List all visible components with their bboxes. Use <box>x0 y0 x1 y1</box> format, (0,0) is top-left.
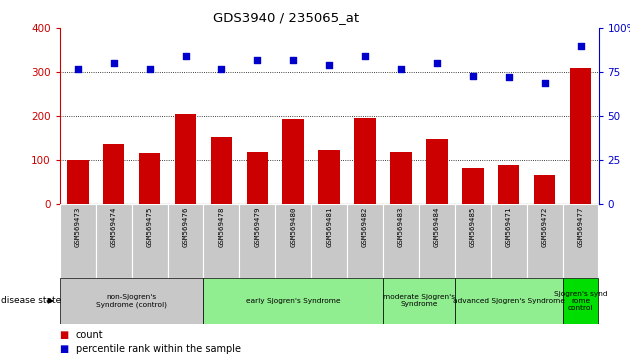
Text: disease state: disease state <box>1 296 62 306</box>
Bar <box>282 119 304 204</box>
Point <box>73 66 83 72</box>
Text: GSM569480: GSM569480 <box>290 206 296 247</box>
Point <box>252 57 263 63</box>
Text: GSM569483: GSM569483 <box>398 206 404 247</box>
Text: non-Sjogren's
Syndrome (control): non-Sjogren's Syndrome (control) <box>96 294 167 308</box>
Text: moderate Sjogren's
Syndrome: moderate Sjogren's Syndrome <box>383 295 455 307</box>
Text: percentile rank within the sample: percentile rank within the sample <box>76 344 241 354</box>
Bar <box>491 204 527 278</box>
Point <box>108 61 118 66</box>
Bar <box>203 204 239 278</box>
Point <box>539 80 549 85</box>
Text: GSM569473: GSM569473 <box>75 206 81 247</box>
Bar <box>96 204 132 278</box>
Bar <box>347 204 383 278</box>
Bar <box>175 114 197 204</box>
Bar <box>311 204 347 278</box>
Bar <box>563 278 598 324</box>
Text: GSM569484: GSM569484 <box>434 206 440 247</box>
Bar <box>419 204 455 278</box>
Bar <box>383 278 455 324</box>
Text: GSM569474: GSM569474 <box>111 206 117 247</box>
Text: GSM569472: GSM569472 <box>542 206 547 247</box>
Point <box>432 61 442 66</box>
Bar <box>67 160 89 204</box>
Bar <box>139 153 161 204</box>
Point <box>396 66 406 72</box>
Point <box>324 62 334 68</box>
Text: advanced Sjogren's Syndrome: advanced Sjogren's Syndrome <box>453 298 564 304</box>
Bar <box>246 152 268 204</box>
Text: Sjogren's synd
rome
control: Sjogren's synd rome control <box>554 291 607 311</box>
Text: GSM569479: GSM569479 <box>255 206 260 247</box>
Point <box>144 66 155 72</box>
Bar <box>455 204 491 278</box>
Text: count: count <box>76 330 103 339</box>
Bar <box>527 204 563 278</box>
Bar <box>60 278 203 324</box>
Bar <box>318 150 340 204</box>
Text: GDS3940 / 235065_at: GDS3940 / 235065_at <box>213 11 359 24</box>
Bar <box>534 175 556 204</box>
Text: GSM569485: GSM569485 <box>470 206 476 247</box>
Point <box>504 75 514 80</box>
Point <box>288 57 299 63</box>
Bar <box>132 204 168 278</box>
Text: GSM569475: GSM569475 <box>147 206 152 247</box>
Bar <box>383 204 419 278</box>
Point <box>360 53 370 59</box>
Bar <box>455 278 563 324</box>
Text: GSM569476: GSM569476 <box>183 206 188 247</box>
Bar <box>563 204 598 278</box>
Text: GSM569482: GSM569482 <box>362 206 368 247</box>
Point <box>217 66 227 72</box>
Bar <box>354 118 376 204</box>
Bar <box>462 168 484 204</box>
Bar <box>426 139 448 204</box>
Bar <box>103 144 125 204</box>
Text: GSM569471: GSM569471 <box>506 206 512 247</box>
Point <box>467 73 478 79</box>
Text: GSM569478: GSM569478 <box>219 206 224 247</box>
Text: GSM569481: GSM569481 <box>326 206 332 247</box>
Bar <box>275 204 311 278</box>
Point <box>180 53 190 59</box>
Bar <box>210 137 232 204</box>
Text: ■: ■ <box>60 344 72 354</box>
Bar <box>570 68 592 204</box>
Text: early Sjogren's Syndrome: early Sjogren's Syndrome <box>246 298 340 304</box>
Bar <box>168 204 203 278</box>
Point <box>576 43 586 49</box>
Bar <box>239 204 275 278</box>
Bar <box>390 152 412 204</box>
Text: GSM569477: GSM569477 <box>578 206 583 247</box>
Text: ■: ■ <box>60 330 72 339</box>
Bar <box>60 204 96 278</box>
Bar <box>498 165 520 204</box>
Bar <box>203 278 383 324</box>
